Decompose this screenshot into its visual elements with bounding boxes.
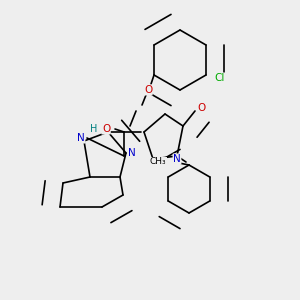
Text: Cl: Cl [214, 73, 225, 83]
Text: N: N [173, 154, 181, 164]
Text: H: H [90, 124, 97, 134]
Text: O: O [102, 124, 110, 134]
Text: CH₃: CH₃ [150, 158, 166, 166]
Text: N: N [77, 133, 85, 143]
Text: O: O [197, 103, 205, 113]
Text: N: N [128, 148, 136, 158]
Text: O: O [144, 85, 152, 95]
